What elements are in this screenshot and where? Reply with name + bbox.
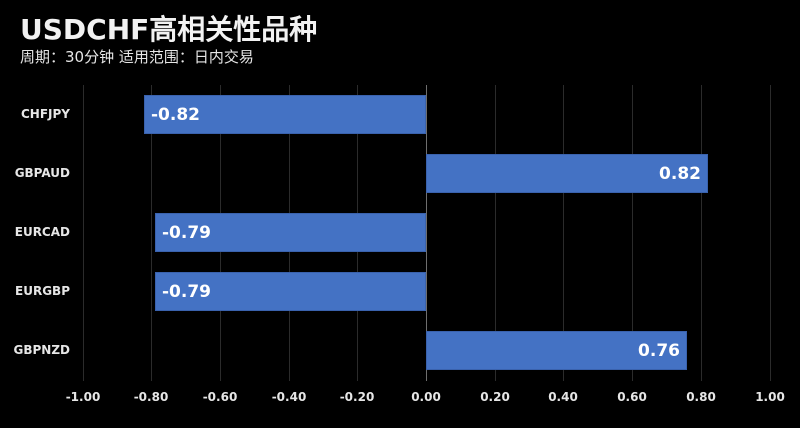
chart-title: USDCHF高相关性品种 [20, 13, 318, 46]
bar-value-label: 0.82 [659, 164, 701, 184]
x-tick-label: 0.80 [686, 390, 716, 404]
category-label: GBPNZD [13, 343, 71, 357]
category-label: CHFJPY [21, 107, 70, 121]
x-tick-label: 0.60 [617, 390, 647, 404]
category-label: GBPAUD [14, 166, 70, 180]
x-tick-label: 0.40 [548, 390, 578, 404]
bar-eurgbp: -0.79 [155, 272, 426, 311]
gridline [632, 85, 633, 381]
gridline [701, 85, 702, 381]
gridline [426, 85, 427, 381]
bar-value-label: 0.76 [638, 341, 680, 361]
gridline [495, 85, 496, 381]
x-tick-label: -0.80 [133, 390, 169, 404]
x-tick-label: 0.20 [480, 390, 510, 404]
bar-eurcad: -0.79 [155, 213, 426, 252]
bar-gbpnzd: 0.76 [426, 331, 687, 370]
bar-chfjpy: -0.82 [144, 95, 426, 134]
x-tick-label: -0.60 [202, 390, 238, 404]
gridline [770, 85, 771, 381]
x-tick-label: -0.20 [339, 390, 375, 404]
gridline [151, 85, 152, 381]
bar-value-label: -0.82 [151, 105, 200, 125]
bar-gbpaud: 0.82 [426, 154, 708, 193]
gridline [563, 85, 564, 381]
category-label: EURCAD [14, 225, 70, 239]
x-tick-label: -0.40 [271, 390, 307, 404]
x-tick-label: 1.00 [755, 390, 785, 404]
gridline [83, 85, 84, 381]
x-tick-label: 0.00 [411, 390, 441, 404]
chart-subtitle: 周期：30分钟 适用范围：日内交易 [20, 48, 254, 66]
bar-value-label: -0.79 [162, 282, 211, 302]
bar-value-label: -0.79 [162, 223, 211, 243]
category-label: EURGBP [15, 284, 70, 298]
x-tick-label: -1.00 [65, 390, 101, 404]
